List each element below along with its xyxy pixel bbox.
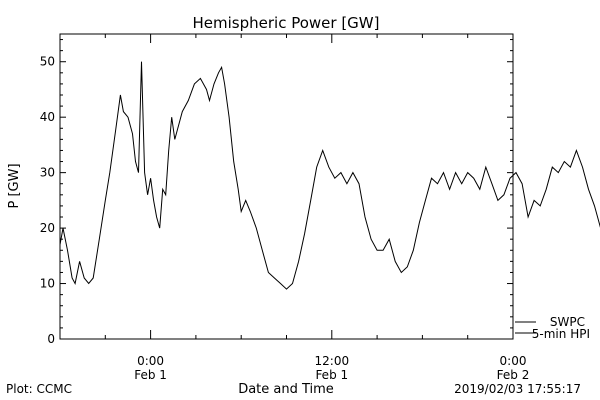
y-tick-label: 30 bbox=[40, 166, 55, 180]
y-axis-label: P [GW] bbox=[7, 163, 22, 208]
footer-timestamp: 2019/02/03 17:55:17 bbox=[454, 382, 581, 396]
y-tick-label: 40 bbox=[40, 110, 55, 124]
x-tick-date-label: Feb 1 bbox=[315, 368, 348, 382]
x-axis-label: Date and Time bbox=[238, 382, 334, 397]
x-tick-date-label: Feb 2 bbox=[497, 368, 530, 382]
series-line-5-min-hpi bbox=[59, 61, 600, 290]
y-axis-ticks: 0 10 20 30 40 50 bbox=[40, 39, 513, 346]
y-tick-label: 50 bbox=[40, 55, 55, 69]
x-tick-date-label: Feb 1 bbox=[134, 368, 167, 382]
y-tick-label: 10 bbox=[40, 277, 55, 291]
plot-frame bbox=[59, 33, 514, 340]
legend: SWPC 5-min HPI bbox=[515, 315, 590, 341]
x-tick-time-label: 12:00 bbox=[315, 354, 350, 368]
chart-title: Hemispheric Power [GW] bbox=[193, 14, 380, 32]
x-tick-time-label: 0:00 bbox=[137, 354, 164, 368]
x-tick-time-label: 0:00 bbox=[500, 354, 527, 368]
legend-label-swpc: SWPC bbox=[550, 315, 585, 329]
y-tick-label: 20 bbox=[40, 221, 55, 235]
footer-plot-credit: Plot: CCMC bbox=[6, 382, 72, 396]
y-tick-label: 0 bbox=[47, 332, 55, 346]
legend-label-5-min-hpi: 5-min HPI bbox=[532, 327, 590, 341]
